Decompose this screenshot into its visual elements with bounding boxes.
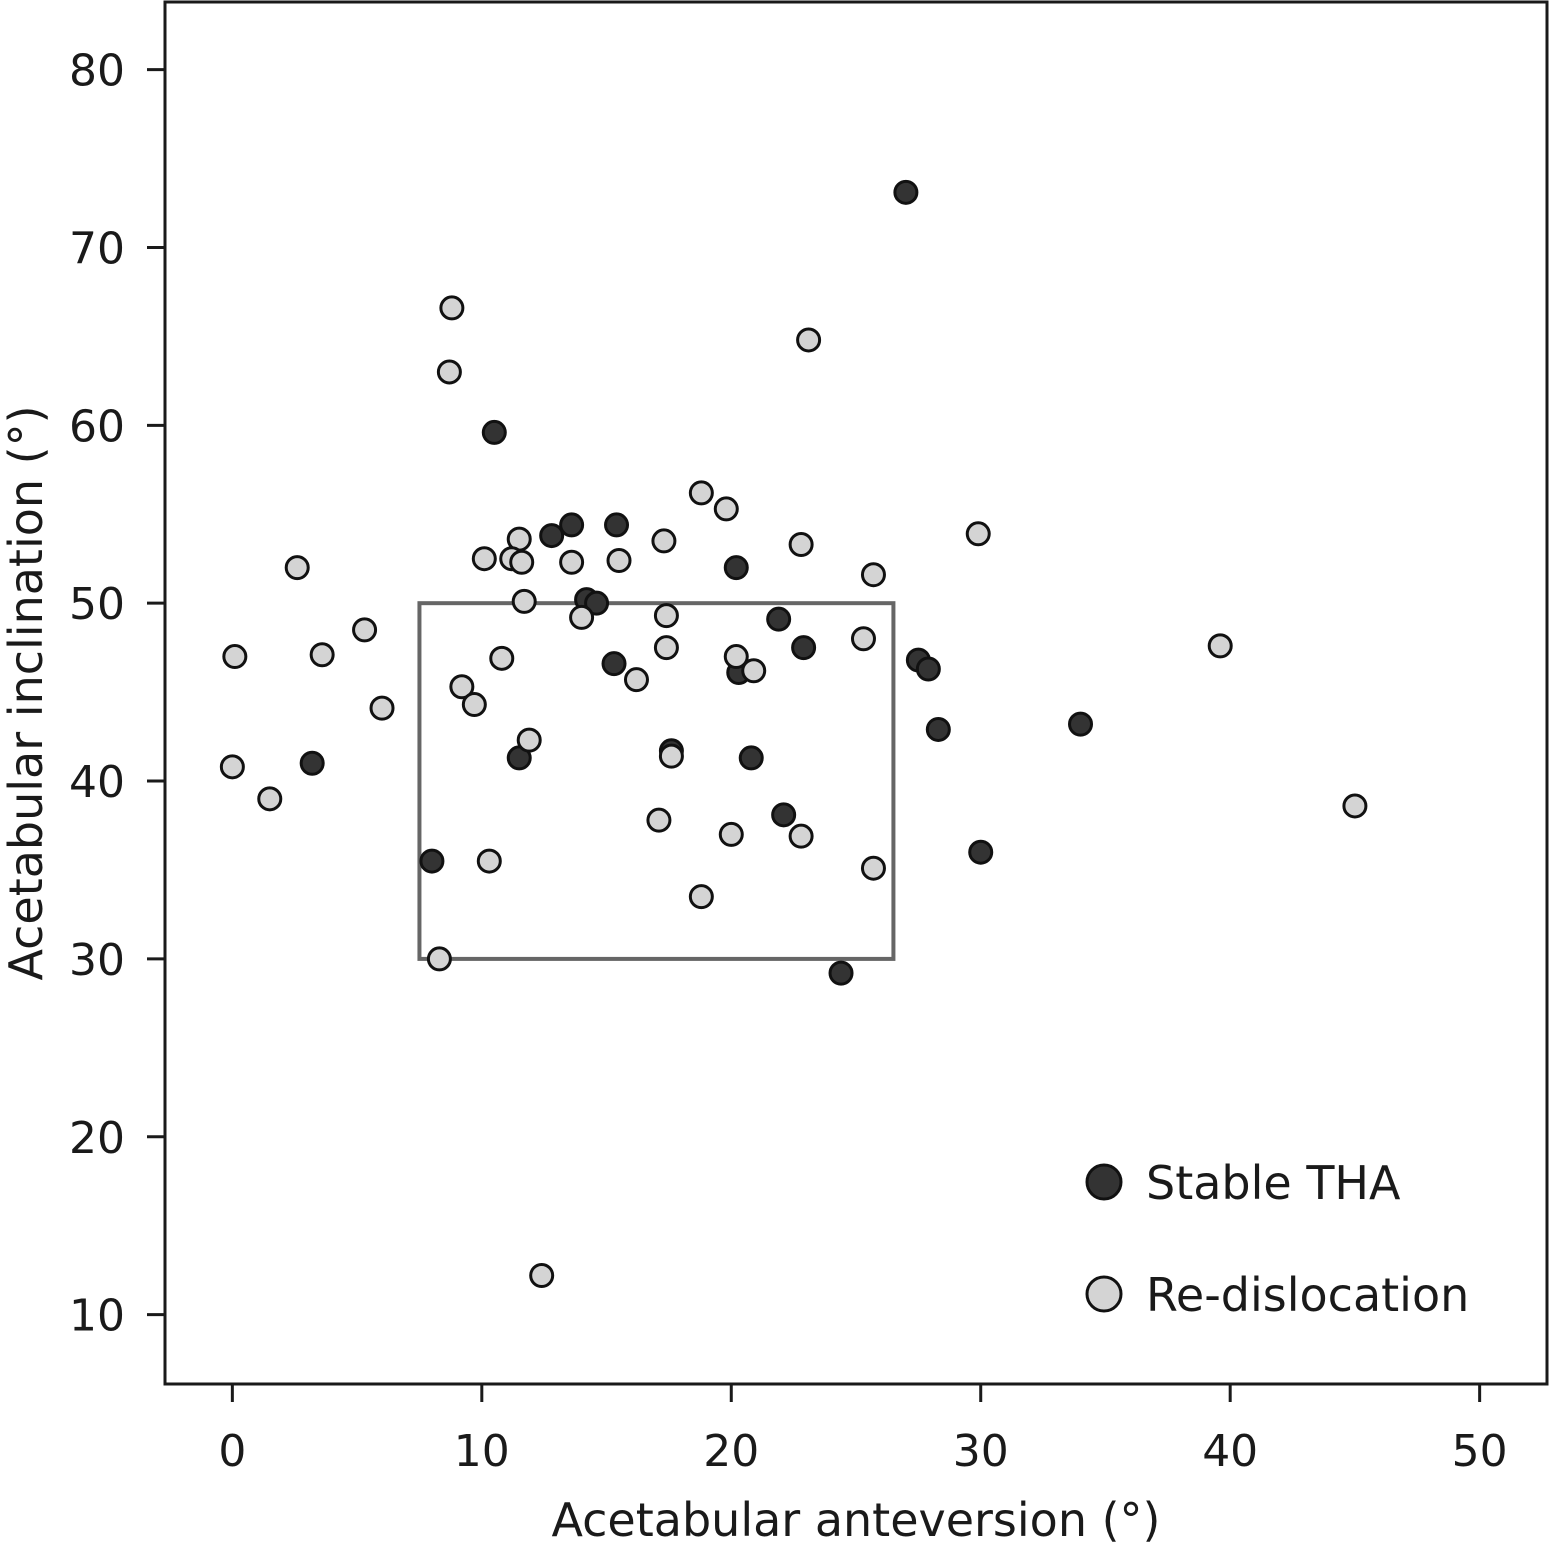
axis-ticks: 0 10 20 30 40 50 10 20 30 40 50 60 70 80 xyxy=(69,46,1508,1477)
data-point xyxy=(718,821,744,847)
data-point xyxy=(738,745,764,771)
data-point xyxy=(860,562,886,588)
data-point xyxy=(788,823,814,849)
data-point xyxy=(299,750,325,776)
data-point xyxy=(606,547,632,573)
data-point xyxy=(481,419,507,445)
y-axis-title: Acetabular inclination (°) xyxy=(0,405,53,980)
data-point xyxy=(791,635,817,661)
data-point xyxy=(646,807,672,833)
data-point xyxy=(653,603,679,629)
data-point xyxy=(559,549,585,575)
data-point xyxy=(828,960,854,986)
data-point xyxy=(539,523,565,549)
data-point xyxy=(516,727,542,753)
data-point xyxy=(476,848,502,874)
data-point xyxy=(511,588,537,614)
data-point xyxy=(419,848,445,874)
data-point xyxy=(219,754,245,780)
data-point xyxy=(489,645,515,671)
data-point xyxy=(766,606,792,632)
data-point xyxy=(658,743,684,769)
data-point xyxy=(604,512,630,538)
data-point xyxy=(439,295,465,321)
data-point xyxy=(713,496,739,522)
data-point xyxy=(968,839,994,865)
y-tick-label: 60 xyxy=(69,401,125,452)
x-tick-label: 20 xyxy=(703,1426,759,1477)
data-point xyxy=(559,512,585,538)
data-point xyxy=(529,1263,555,1289)
data-point xyxy=(723,644,749,670)
data-point xyxy=(449,674,475,700)
data-point xyxy=(257,786,283,812)
data-point xyxy=(601,651,627,677)
x-tick-label: 30 xyxy=(953,1426,1009,1477)
data-point xyxy=(1207,633,1233,659)
data-point xyxy=(436,359,462,385)
data-point xyxy=(426,946,452,972)
data-point xyxy=(850,626,876,652)
data-points xyxy=(219,179,1368,1289)
data-point xyxy=(688,480,714,506)
series-stable-tha xyxy=(299,179,1094,986)
y-tick-label: 80 xyxy=(69,46,125,97)
legend-label: Re-dislocation xyxy=(1146,1268,1469,1322)
safe-zone-box xyxy=(417,601,896,961)
legend: Stable THA Re-dislocation xyxy=(1085,1156,1469,1322)
legend-marker xyxy=(1085,1163,1123,1201)
data-point xyxy=(651,528,677,554)
data-point xyxy=(965,521,991,547)
x-tick-label: 0 xyxy=(218,1426,246,1477)
legend-marker xyxy=(1085,1275,1123,1313)
data-point xyxy=(925,716,951,742)
data-point xyxy=(369,695,395,721)
plot-frame xyxy=(163,0,1549,1386)
legend-label: Stable THA xyxy=(1146,1156,1401,1210)
x-axis-title: Acetabular anteversion (°) xyxy=(551,1493,1160,1547)
data-point xyxy=(741,658,767,684)
data-point xyxy=(771,802,797,828)
data-point xyxy=(352,617,378,643)
y-tick-label: 70 xyxy=(69,223,125,274)
data-point xyxy=(915,656,941,682)
data-point xyxy=(788,531,814,557)
data-point xyxy=(1068,711,1094,737)
data-point xyxy=(309,642,335,668)
x-tick-label: 10 xyxy=(454,1426,510,1477)
data-point xyxy=(688,884,714,910)
x-tick-label: 50 xyxy=(1452,1426,1508,1477)
data-point xyxy=(796,327,822,353)
data-point xyxy=(471,546,497,572)
series-re-dislocation xyxy=(219,295,1368,1289)
data-point xyxy=(1342,793,1368,819)
data-point xyxy=(222,644,248,670)
data-point xyxy=(723,555,749,581)
x-tick-label: 40 xyxy=(1202,1426,1258,1477)
y-tick-label: 50 xyxy=(69,579,125,630)
data-point xyxy=(860,855,886,881)
data-point xyxy=(653,635,679,661)
y-tick-label: 10 xyxy=(69,1291,125,1342)
data-point xyxy=(509,549,535,575)
y-tick-label: 30 xyxy=(69,935,125,986)
data-point xyxy=(893,179,919,205)
y-tick-label: 20 xyxy=(69,1113,125,1164)
data-point xyxy=(284,555,310,581)
data-point xyxy=(623,667,649,693)
data-point xyxy=(461,692,487,718)
data-point xyxy=(584,590,610,616)
y-tick-label: 40 xyxy=(69,757,125,808)
data-point xyxy=(569,604,595,630)
